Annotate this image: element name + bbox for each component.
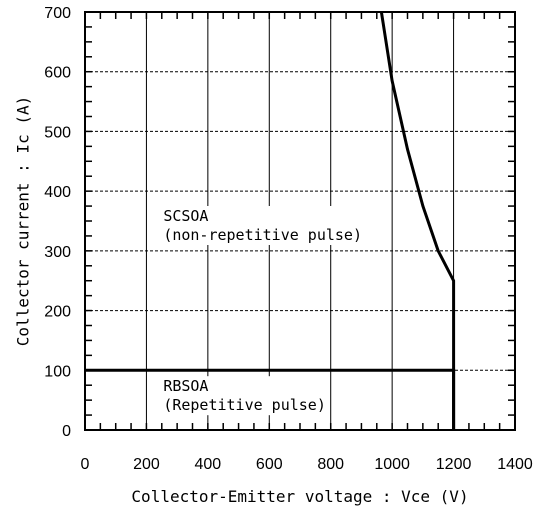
annotation-2: RBSOA(Repetitive pulse) bbox=[160, 376, 329, 416]
y-tick-label: 700 bbox=[44, 5, 71, 22]
x-tick-label: 800 bbox=[317, 456, 344, 473]
y-tick-label: 500 bbox=[44, 124, 71, 141]
x-tick-label: 1200 bbox=[436, 456, 472, 473]
annotation-background bbox=[160, 376, 329, 416]
annotation-line: (non-repetitive pulse) bbox=[163, 226, 362, 244]
series-layer bbox=[85, 11, 456, 430]
y-tick-labels: 0 100 200 300 400 500 600 700 bbox=[44, 5, 71, 440]
series-line-2 bbox=[379, 11, 456, 430]
y-tick-label: 0 bbox=[62, 423, 71, 440]
x-tick-label: 400 bbox=[195, 456, 222, 473]
plot-frame bbox=[84, 11, 516, 431]
x-tick-label: 1000 bbox=[374, 456, 410, 473]
y-tick-label: 300 bbox=[44, 244, 71, 261]
annotation-line: (Repetitive pulse) bbox=[163, 396, 326, 414]
x-tick-label: 0 bbox=[81, 456, 90, 473]
y-tick-label: 600 bbox=[44, 65, 71, 82]
annotation-background bbox=[160, 206, 366, 245]
y-axis-title: Collector current : Ic (A) bbox=[14, 96, 33, 346]
x-tick-label: 200 bbox=[133, 456, 160, 473]
minor-ticks bbox=[85, 12, 515, 430]
x-tick-label: 600 bbox=[256, 456, 283, 473]
y-tick-label: 400 bbox=[44, 184, 71, 201]
y-tick-label: 100 bbox=[44, 363, 71, 380]
x-tick-label: 1400 bbox=[497, 456, 533, 473]
annotation-line: SCSOA bbox=[163, 207, 208, 225]
annotation-1: SCSOA(non-repetitive pulse) bbox=[160, 206, 366, 245]
annotation-line: RBSOA bbox=[163, 377, 208, 395]
x-axis-title: Collector-Emitter voltage : Vce (V) bbox=[131, 487, 468, 506]
y-tick-label: 200 bbox=[44, 304, 71, 321]
x-tick-labels: 0 200 400 600 800 1000 1200 1400 bbox=[81, 456, 533, 473]
annotations: SCSOA(non-repetitive pulse) RBSOA(Repetit… bbox=[160, 206, 366, 416]
